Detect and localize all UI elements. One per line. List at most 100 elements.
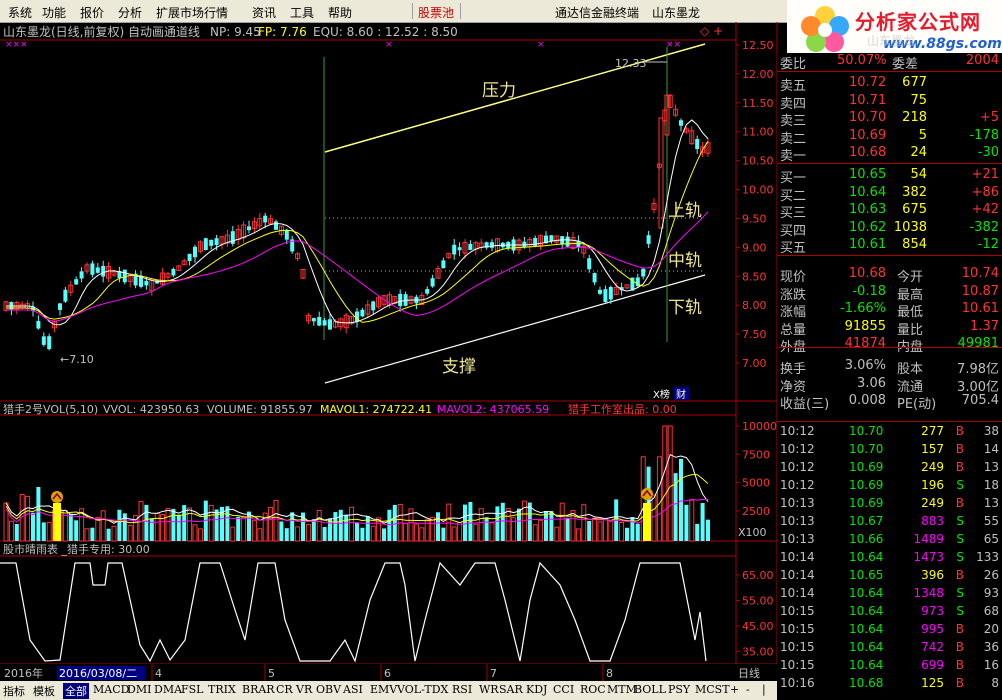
volume-bar: [424, 519, 430, 542]
weibi-label: 委比: [780, 57, 807, 72]
bid-volume: 675: [902, 202, 927, 218]
candle-body: [176, 265, 182, 271]
candle-body: [193, 246, 197, 258]
indicator-tab[interactable]: FSL: [181, 683, 204, 696]
volume-bar: [19, 494, 25, 542]
menu-item-stock-pool[interactable]: 股票池: [418, 6, 455, 20]
indicator-tab[interactable]: ROC: [580, 683, 606, 696]
tick-price: 10.70: [849, 424, 884, 438]
candle-body: [658, 117, 664, 229]
mavol1-value: MAVOL1: 274722.41: [320, 403, 432, 416]
tick-side: B: [955, 424, 964, 438]
date-current-box[interactable]: [57, 666, 145, 680]
indicator-tab[interactable]: DMI: [127, 683, 152, 696]
indicator-tab[interactable]: CCI: [553, 683, 575, 696]
volume-bar: [273, 499, 279, 542]
menu-item-quote[interactable]: 报价: [80, 6, 105, 20]
candle-body: [565, 236, 570, 247]
stat-label: 收益(三): [780, 397, 830, 413]
indicator-tab[interactable]: OBV: [316, 683, 342, 696]
indicator-tab[interactable]: PSY: [668, 683, 691, 696]
tab-control[interactable]: +: [730, 683, 740, 696]
tick-row: 10:13 10.67 883 S 55: [777, 514, 1002, 532]
indicator-tab[interactable]: WR: [479, 683, 499, 696]
menu-item-system[interactable]: 系统: [8, 6, 33, 20]
menu-item-extended-market[interactable]: 扩展市场行情: [156, 6, 229, 20]
period-label[interactable]: 日线: [738, 666, 760, 680]
date-current[interactable]: 2016/03/08/二: [59, 667, 137, 680]
window-diamond-icon[interactable]: ◇: [700, 24, 710, 38]
indicator-tab[interactable]: SAR: [499, 683, 523, 696]
volume-bar: [538, 520, 544, 542]
ind-tick-label: 65.00: [742, 569, 774, 582]
volume-value: VOLUME: 91855.97: [207, 403, 313, 416]
menu-item-tools[interactable]: 工具: [290, 6, 315, 20]
candle-body: [284, 230, 289, 240]
vol-tick-label: 2500: [742, 505, 770, 518]
volume-bar: [279, 521, 284, 541]
stat-value: 10.61: [961, 301, 999, 317]
tick-count: 14: [983, 442, 999, 456]
volume-bar: [316, 509, 322, 542]
indicator-tab[interactable]: DMA: [154, 683, 183, 696]
tick-side: B: [955, 460, 964, 474]
volume-bar: [236, 516, 241, 541]
indicator-tab[interactable]: CR: [276, 683, 293, 696]
indicator-tab[interactable]: BRAR: [242, 683, 275, 696]
candle-body: [36, 321, 41, 329]
indicator-tab[interactable]: KDJ: [526, 683, 548, 696]
indicator-tab[interactable]: TRIX: [208, 683, 236, 696]
candle-body: [468, 243, 473, 250]
ask-row: 卖一 10.68 24 -30: [777, 145, 1002, 164]
indicator-tab[interactable]: VR: [296, 683, 313, 696]
indicator-tab[interactable]: BOLL: [634, 683, 666, 696]
candle-body: [484, 242, 489, 248]
volume-bar: [203, 500, 208, 541]
stat-row: 收益(三) 0.008 PE(动) 705.4: [777, 393, 1002, 413]
indicator-tab[interactable]: MTM: [607, 683, 637, 696]
indicator-tab[interactable]: EMV: [370, 683, 398, 696]
candle-body: [381, 295, 387, 305]
menu-item-help[interactable]: 帮助: [328, 6, 353, 20]
indicator-tab[interactable]: RSI: [452, 683, 473, 696]
finance-tag-box[interactable]: [674, 387, 690, 400]
volume-bar: [322, 527, 327, 541]
indicator-tab[interactable]: 模板: [33, 685, 55, 698]
volume-bar: [489, 522, 495, 542]
indicator-tab[interactable]: VOL-TDX: [397, 683, 449, 696]
price-tick-label: 10.50: [742, 155, 774, 168]
stat-row: 换手 3.06% 股本 7.98亿: [777, 358, 1002, 377]
finance-tag[interactable]: 财: [676, 388, 686, 401]
indicator-tab[interactable]: ASI: [343, 683, 363, 696]
candle-body: [68, 284, 74, 293]
stat-value: 10.87: [961, 283, 999, 299]
chart-area[interactable]: 12.50 12.00 11.50 11.00 10.50 10.00 9.50 9.00 8.…: [0, 22, 1002, 681]
volume-bar: [31, 512, 35, 541]
bid-row: 买三 10.63 675 +42: [777, 202, 1002, 221]
volume-bar: [230, 526, 236, 542]
rank-tag[interactable]: X榜: [653, 388, 670, 401]
menu-item-function[interactable]: 功能: [42, 6, 67, 20]
tick-count: 16: [983, 658, 999, 672]
tick-time: 10:15: [780, 658, 815, 672]
upper-rail-label: 上轨: [668, 201, 702, 221]
indicator-tab[interactable]: MACD: [93, 683, 130, 696]
volume-bar: [570, 510, 576, 542]
candle-body: [219, 236, 225, 245]
stat-value: 705.4: [961, 393, 999, 409]
tab-control[interactable]: -: [746, 683, 750, 696]
tick-row: 10:16 10.68 125 B 8: [777, 676, 1002, 694]
menu-item-news[interactable]: 资讯: [252, 6, 277, 20]
volume-bar: [208, 504, 214, 542]
volume-bar: [197, 528, 203, 542]
tick-volume: 277: [921, 424, 944, 438]
indicator-tab[interactable]: 指标: [3, 685, 25, 698]
indicator-tab[interactable]: MCST: [695, 683, 730, 696]
menu-item-analysis[interactable]: 分析: [118, 6, 143, 20]
stat-value: 10.74: [961, 266, 999, 281]
bid-change: +21: [971, 167, 999, 182]
indicator-tab[interactable]: 全部: [63, 683, 89, 699]
candle-body: [365, 304, 371, 315]
window-plus-icon[interactable]: +: [713, 24, 723, 38]
tab-control[interactable]: |: [762, 683, 766, 696]
